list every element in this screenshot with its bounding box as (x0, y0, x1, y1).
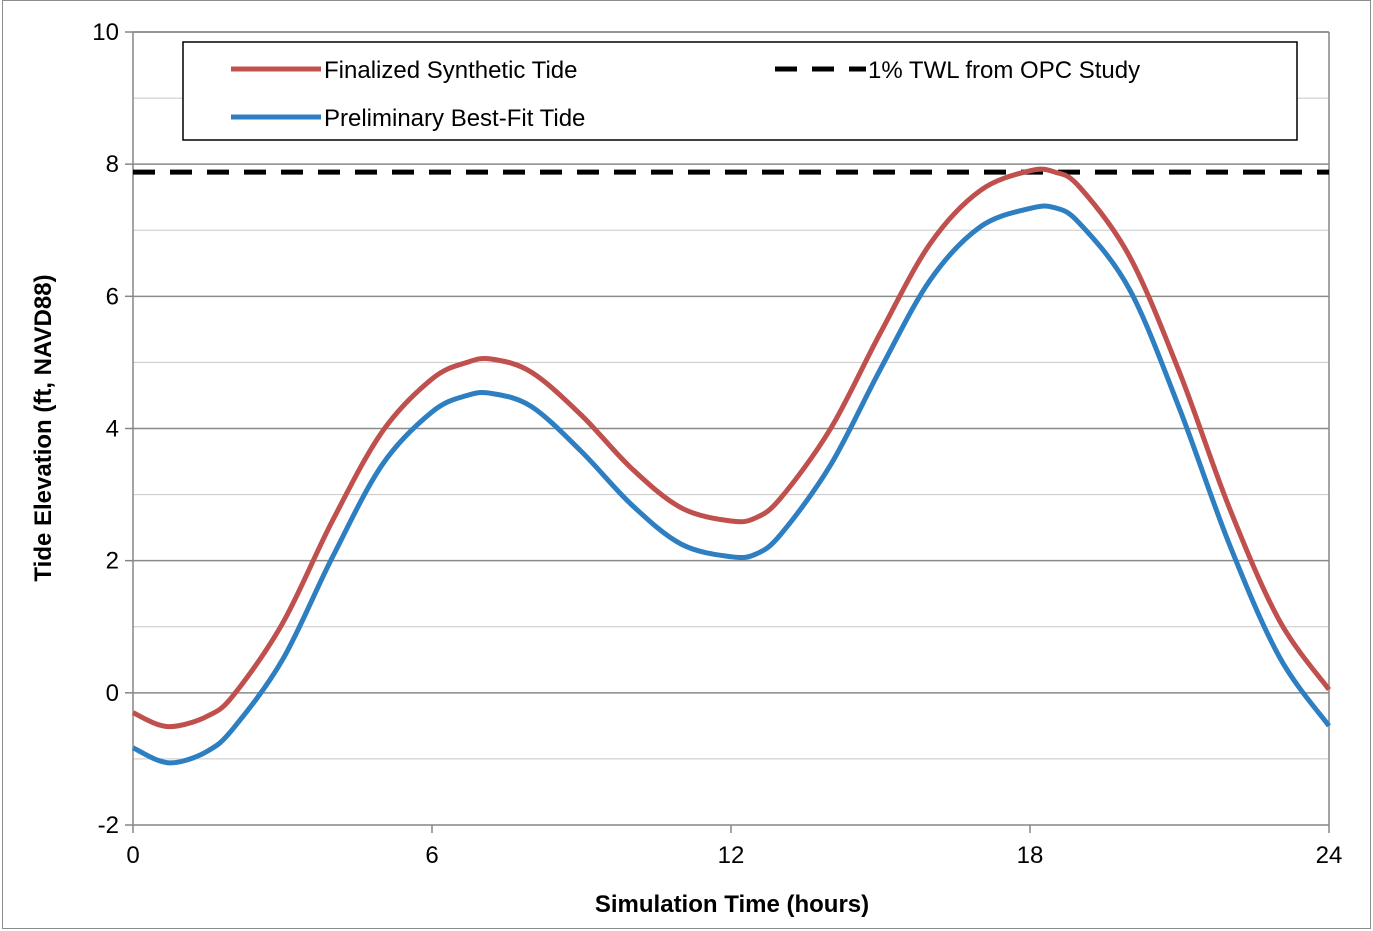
y-tick-label: -2 (98, 812, 119, 839)
y-tick-label: 6 (106, 283, 119, 310)
legend: Finalized Synthetic Tide 1% TWL from OPC … (182, 41, 1298, 141)
x-tick-label: 18 (1017, 842, 1044, 869)
series-lines (131, 166, 1332, 766)
x-tick-label: 12 (718, 842, 745, 869)
y-tick-label: 0 (106, 680, 119, 707)
legend-finalized-synthetic-tide-label: Finalized Synthetic Tide (324, 57, 577, 84)
y-tick-label: 8 (106, 151, 119, 178)
y-tick-label: 10 (92, 19, 119, 46)
y-tick-label: 4 (106, 416, 119, 443)
gridlines (133, 31, 1329, 760)
legend-box (182, 41, 1298, 141)
series-line-finalized-synthetic-tide (131, 166, 1332, 730)
y-tick-label: 2 (106, 548, 119, 575)
series-line-preliminary-best-fit-tide (131, 203, 1332, 766)
x-tick-label: 0 (126, 842, 139, 869)
x-tick-label: 24 (1316, 842, 1343, 869)
legend-1-twl-from-opc-study-label: 1% TWL from OPC Study (868, 57, 1140, 84)
legend-preliminary-best-fit-tide-label: Preliminary Best-Fit Tide (324, 105, 585, 132)
x-tick-label: 6 (425, 842, 438, 869)
x-axis-title: Simulation Time (hours) (595, 891, 869, 918)
y-axis-title: Tide Elevation (ft, NAVD88) (30, 274, 57, 581)
